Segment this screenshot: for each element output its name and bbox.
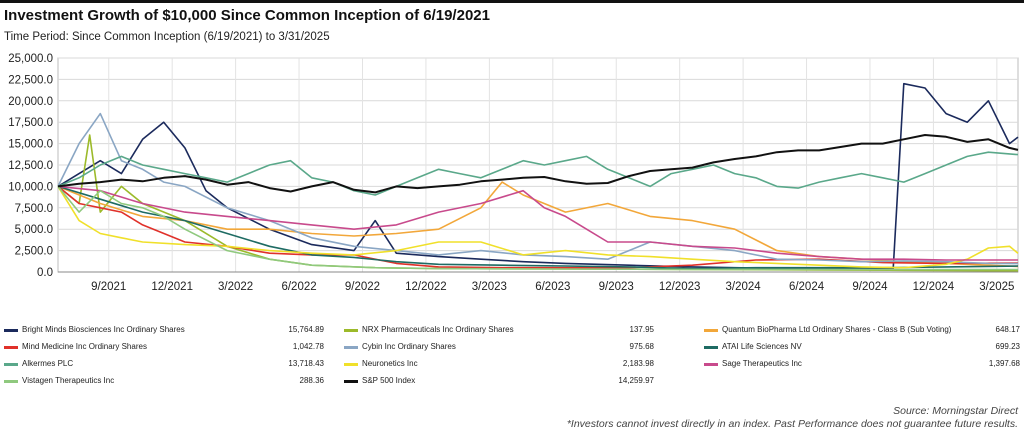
legend-swatch [344, 380, 358, 383]
legend-label: Quantum BioPharma Ltd Ordinary Shares - … [722, 325, 952, 334]
legend-item: Neuronetics Inc 2,183.98 [344, 358, 654, 372]
legend-label: NRX Pharmaceuticals Inc Ordinary Shares [362, 325, 514, 334]
y-tick-label: 5,000.0 [15, 224, 53, 236]
legend-item: Sage Therapeutics Inc 1,397.68 [704, 358, 1020, 372]
legend-final-value: 699.23 [995, 342, 1020, 351]
legend-item: Bright Minds Biosciences Inc Ordinary Sh… [4, 324, 324, 338]
legend-label: Mind Medicine Inc Ordinary Shares [22, 342, 147, 351]
series-line-sage-therapeutics-inc [57, 185, 1018, 261]
legend-swatch [344, 346, 358, 349]
x-tick-label: 12/2024 [913, 281, 955, 293]
legend-swatch [704, 329, 718, 332]
chart-subtitle: Time Period: Since Common Inception (6/1… [4, 31, 330, 43]
x-tick-label: 3/2024 [726, 281, 762, 293]
legend-final-value: 15,764.89 [288, 325, 324, 334]
x-tick-label: 9/2023 [599, 281, 634, 293]
legend-label: Sage Therapeutics Inc [722, 359, 802, 368]
legend-swatch [704, 363, 718, 366]
series-line-cybin-inc-ordinary-shares [57, 112, 1019, 265]
x-tick-label: 9/2024 [852, 281, 888, 293]
x-tick-label: 12/2022 [405, 281, 447, 293]
legend-final-value: 14,259.97 [618, 376, 654, 385]
legend-final-value: 13,718.43 [288, 359, 324, 368]
legend-item: Mind Medicine Inc Ordinary Shares 1,042.7… [4, 341, 324, 355]
chart-title: Investment Growth of $10,000 Since Commo… [4, 7, 490, 24]
y-tick-label: 0.0 [37, 267, 53, 279]
legend-final-value: 975.68 [629, 342, 654, 351]
legend-swatch [344, 363, 358, 366]
series-line-bright-minds-biosciences-inc-ordinary-shares [57, 82, 1019, 270]
legend-final-value: 137.95 [629, 325, 654, 334]
legend-swatch [4, 329, 18, 332]
x-tick-label: 6/2022 [281, 281, 316, 293]
legend-item: Vistagen Therapeutics Inc 288.36 [4, 375, 324, 389]
x-tick-label: 9/2022 [345, 281, 380, 293]
source-note: Source: Morningstar Direct [893, 405, 1018, 417]
series-line-s-p-500-index [57, 134, 1019, 194]
y-tick-label: 15,000.0 [8, 139, 53, 151]
series-line-atai-life-sciences-nv [57, 185, 1019, 270]
y-tick-label: 10,000.0 [8, 181, 53, 193]
legend-swatch [4, 346, 18, 349]
legend-item: S&P 500 Index 14,259.97 [344, 375, 654, 389]
y-tick-label: 2,500.0 [15, 246, 53, 258]
series-line-vistagen-therapeutics-inc [57, 185, 1019, 271]
x-tick-label: 3/2023 [472, 281, 507, 293]
y-tick-label: 22,500.0 [8, 74, 53, 86]
line-chart: 0.0 2,500.0 5,000.0 7,500.0 10,000.0 12,500.0… [8, 53, 1019, 293]
legend-final-value: 1,397.68 [988, 359, 1020, 368]
y-tick-label: 25,000.0 [8, 53, 53, 65]
legend-swatch [704, 346, 718, 349]
x-tick-label: 9/2021 [91, 281, 126, 293]
legend-label: Bright Minds Biosciences Inc Ordinary Sh… [22, 325, 185, 334]
legend-final-value: 1,042.78 [292, 342, 324, 351]
legend-swatch [344, 329, 358, 332]
legend-final-value: 648.17 [995, 325, 1020, 334]
series-line-neuronetics-inc [57, 185, 1019, 269]
x-tick-label: 6/2024 [789, 281, 825, 293]
legend-item: Alkermes PLC 13,718.43 [4, 358, 324, 372]
legend-final-value: 2,183.98 [622, 359, 654, 368]
legend-label: Alkermes PLC [22, 359, 74, 368]
x-tick-label: 12/2021 [151, 281, 193, 293]
legend-final-value: 288.36 [299, 376, 324, 385]
y-tick-label: 20,000.0 [8, 96, 53, 108]
legend-item: NRX Pharmaceuticals Inc Ordinary Shares 1… [344, 324, 654, 338]
legend-label: S&P 500 Index [362, 376, 416, 385]
legend-swatch [4, 363, 18, 366]
disclaimer-note: *Investors cannot invest directly in an … [566, 418, 1018, 430]
legend-label: Neuronetics Inc [362, 359, 418, 368]
legend-item: ATAI Life Sciences NV 699.23 [704, 341, 1020, 355]
series-line-alkermes-plc [57, 151, 1019, 196]
y-tick-label: 17,500.0 [8, 117, 53, 129]
legend-item: Quantum BioPharma Ltd Ordinary Shares - … [704, 324, 1020, 338]
legend-label: Cybin Inc Ordinary Shares [362, 342, 456, 351]
chart-legend: Bright Minds Biosciences Inc Ordinary Sh… [4, 324, 1020, 390]
legend-item: Cybin Inc Ordinary Shares 975.68 [344, 341, 654, 355]
legend-label: Vistagen Therapeutics Inc [22, 376, 115, 385]
top-rule [0, 0, 1024, 3]
x-tick-label: 3/2022 [218, 281, 253, 293]
y-tick-label: 12,500.0 [8, 160, 53, 172]
x-tick-label: 3/2025 [979, 281, 1014, 293]
y-tick-label: 7,500.0 [15, 203, 53, 215]
x-tick-label: 12/2023 [659, 281, 701, 293]
legend-swatch [4, 380, 18, 383]
legend-label: ATAI Life Sciences NV [722, 342, 802, 351]
x-tick-label: 6/2023 [535, 281, 570, 293]
